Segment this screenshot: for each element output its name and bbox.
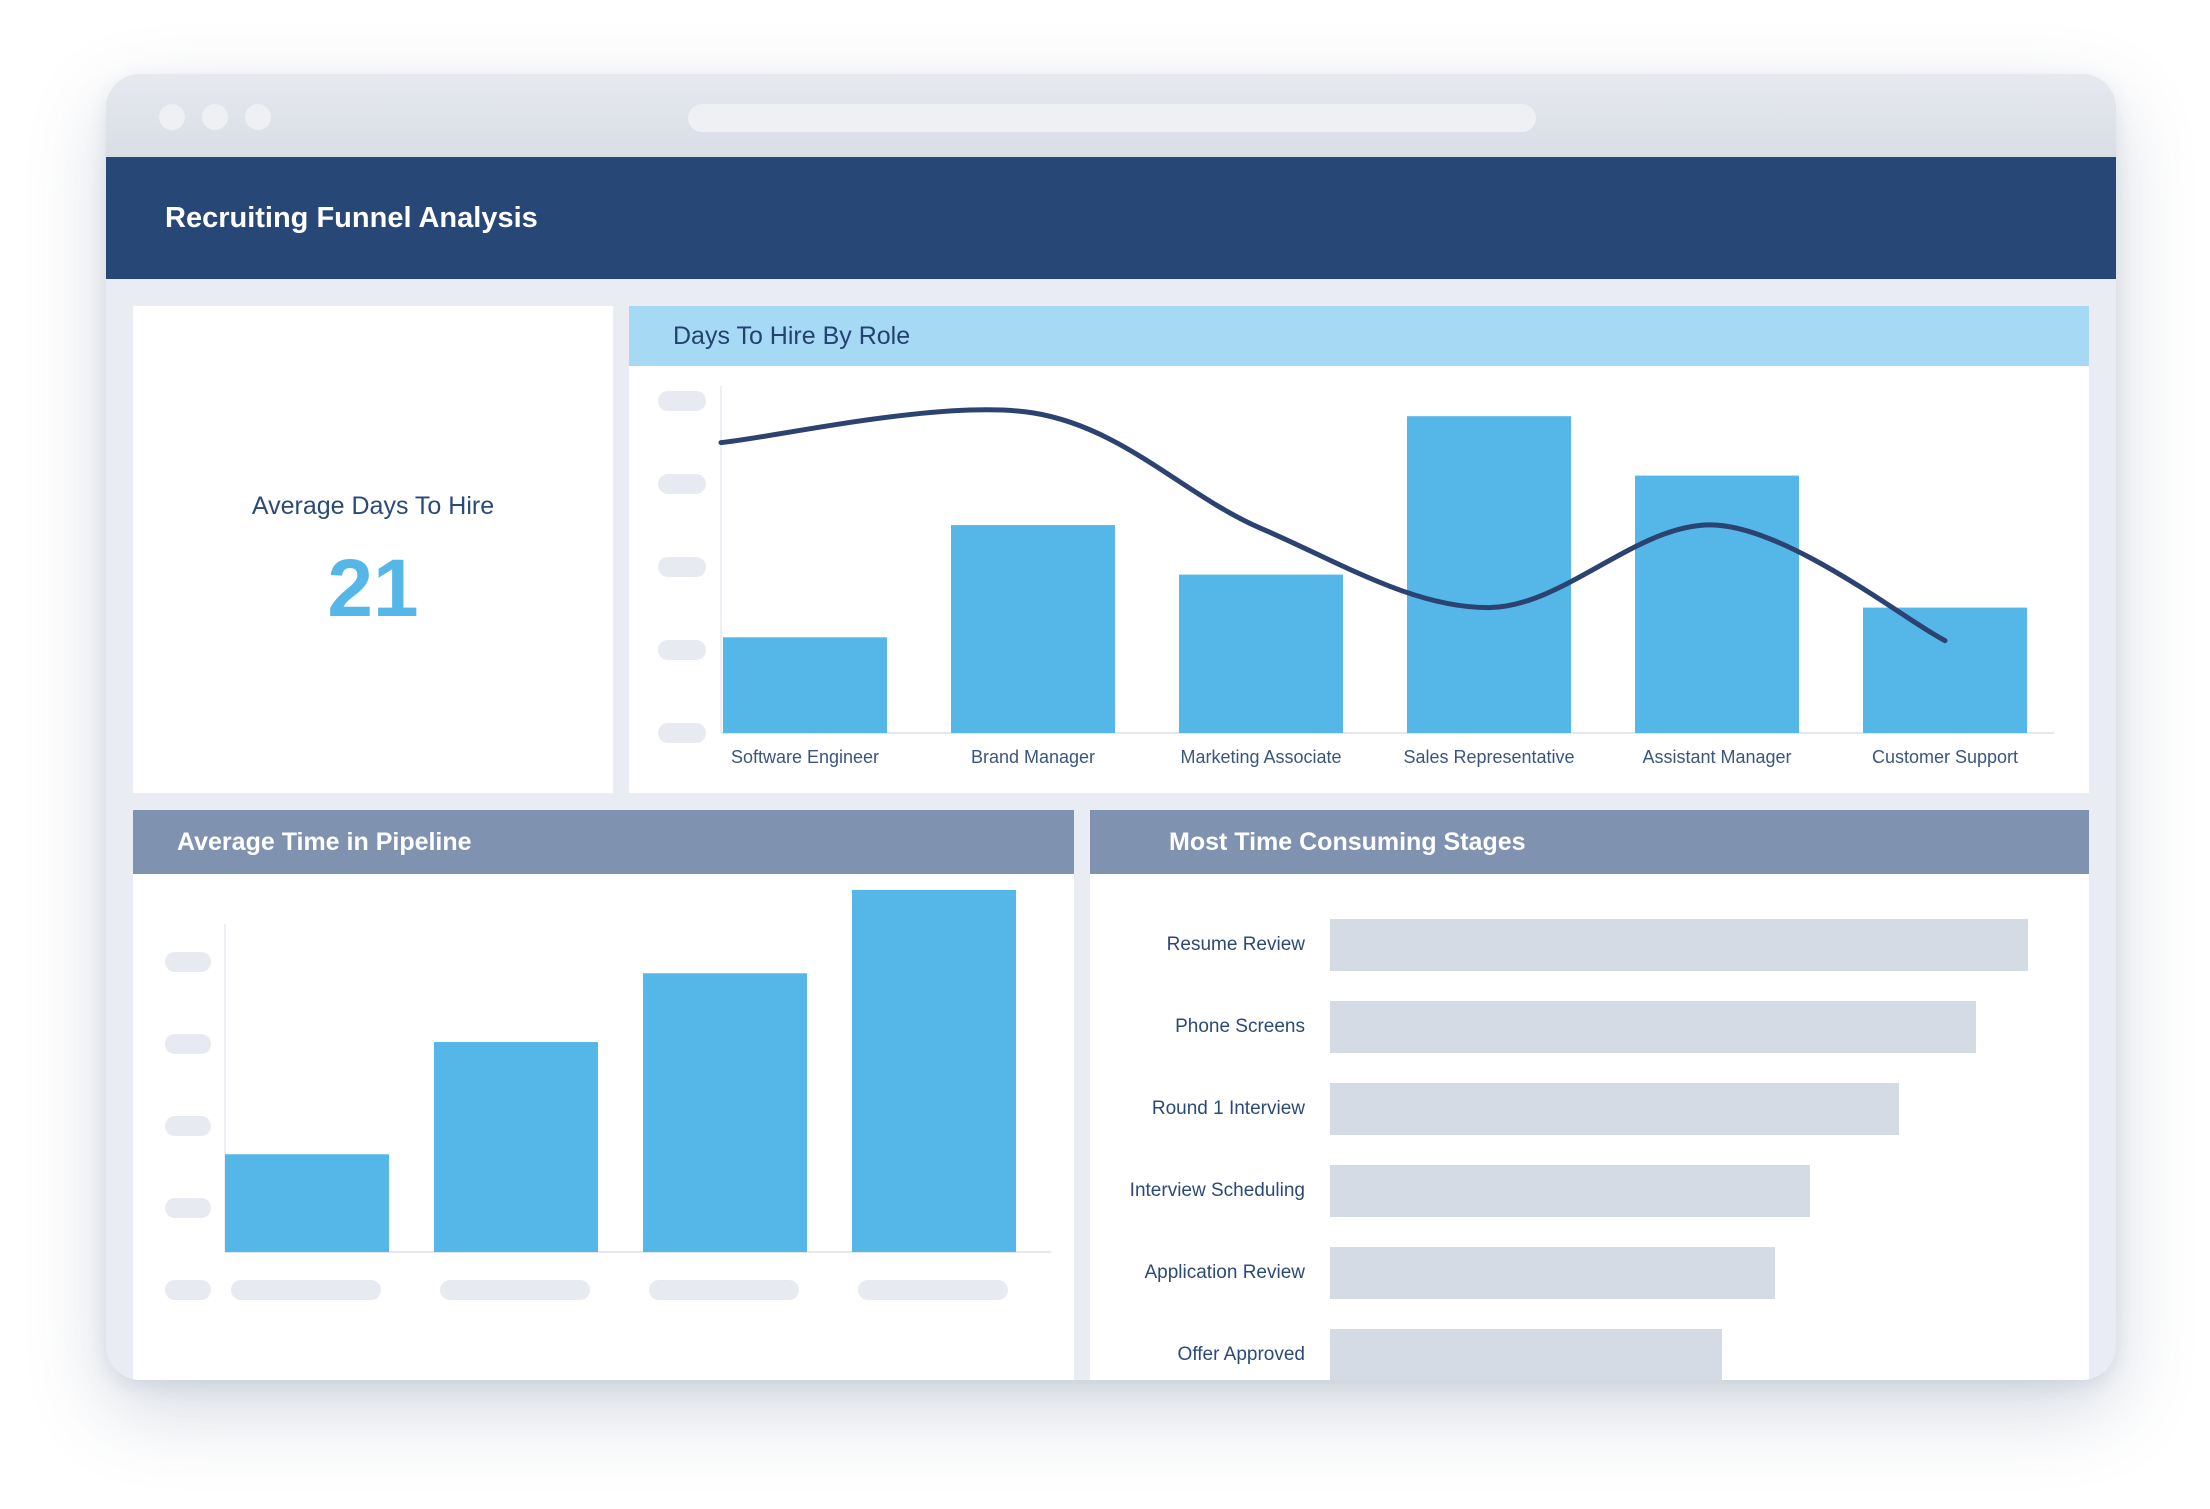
y-tick-placeholder [165,952,211,972]
bar-marketing-associate[interactable] [1179,574,1343,733]
stages-panel: Most Time Consuming Stages Resume Review… [1090,810,2089,1380]
page-title: Recruiting Funnel Analysis [165,202,538,234]
y-tick-placeholder [165,1034,211,1054]
pipeline-bar[interactable] [643,973,807,1252]
days-to-hire-chart: Software Engineer Brand Manager Marketing … [658,386,2054,767]
stage-label: Phone Screens [1175,1016,1305,1037]
stage-label: Round 1 Interview [1151,1098,1305,1119]
stage-label: Offer Approved [1177,1344,1305,1365]
bar-software-engineer[interactable] [723,637,887,733]
pipeline-panel: Average Time in Pipeline [133,810,1074,1380]
x-tick-placeholder [858,1280,1008,1300]
x-tick-label: Brand Manager [971,747,1095,767]
stage-label: Interview Scheduling [1129,1180,1305,1201]
y-tick-placeholder [658,723,706,743]
pipeline-bar[interactable] [225,1154,389,1252]
kpi-card: Average Days To Hire 21 [133,306,613,793]
trend-line [718,407,1948,644]
pipeline-header: Average Time in Pipeline [133,810,1074,874]
stage-bar-phone-screens[interactable] [1330,1001,1976,1053]
pipeline-chart [165,890,1051,1300]
days-to-hire-title: Days To Hire By Role [673,322,911,350]
y-tick-placeholder [165,1198,211,1218]
days-to-hire-panel: Days To Hire By Role Software Engineer Br… [629,306,2089,793]
stage-bar-resume-review[interactable] [1330,919,2028,971]
x-tick-label: Software Engineer [731,747,879,767]
stage-bar-round-1-interview[interactable] [1330,1083,1899,1135]
minimize-window-dot[interactable] [202,104,228,130]
stage-label: Resume Review [1166,934,1305,955]
x-tick-placeholder [231,1280,381,1300]
bar-customer-support[interactable] [1863,607,2027,733]
browser-window: Recruiting Funnel Analysis Average Days … [106,74,2116,1380]
y-tick-placeholder [658,474,706,494]
kpi-label: Average Days To Hire [251,492,495,520]
y-tick-placeholder [165,1280,211,1300]
y-tick-placeholder [165,1116,211,1136]
stages-chart: Resume Review Phone Screens Round 1 Interv… [1090,874,2089,1380]
pipeline-bar[interactable] [434,1042,598,1252]
close-window-dot[interactable] [159,104,185,130]
pipeline-title: Average Time in Pipeline [177,828,472,856]
x-tick-placeholder [440,1280,590,1300]
y-tick-placeholder [658,557,706,577]
y-tick-placeholder [658,640,706,660]
x-tick-label: Sales Representative [1403,747,1574,767]
bar-sales-representative[interactable] [1407,416,1571,733]
y-tick-placeholder [658,391,706,411]
kpi-value: 21 [327,543,419,634]
x-tick-label: Customer Support [1872,747,2018,767]
stage-bar-interview-scheduling[interactable] [1330,1165,1811,1217]
maximize-window-dot[interactable] [245,104,271,130]
bar-assistant-manager[interactable] [1635,475,1799,733]
dashboard-header: Recruiting Funnel Analysis [106,157,2116,279]
browser-chrome [106,74,2116,157]
pipeline-bar[interactable] [852,890,1016,1252]
x-tick-placeholder [649,1280,799,1300]
days-to-hire-header: Days To Hire By Role [629,306,2089,366]
stage-bar-offer-approved[interactable] [1330,1329,1723,1380]
stages-header: Most Time Consuming Stages [1090,810,2089,874]
bar-brand-manager[interactable] [951,525,1115,733]
address-bar[interactable] [688,104,1536,132]
stages-title: Most Time Consuming Stages [1169,828,1526,856]
x-tick-label: Assistant Manager [1642,747,1791,767]
x-tick-label: Marketing Associate [1180,747,1341,767]
stage-label: Application Review [1144,1262,1305,1283]
stage-bar-application-review[interactable] [1330,1247,1775,1299]
